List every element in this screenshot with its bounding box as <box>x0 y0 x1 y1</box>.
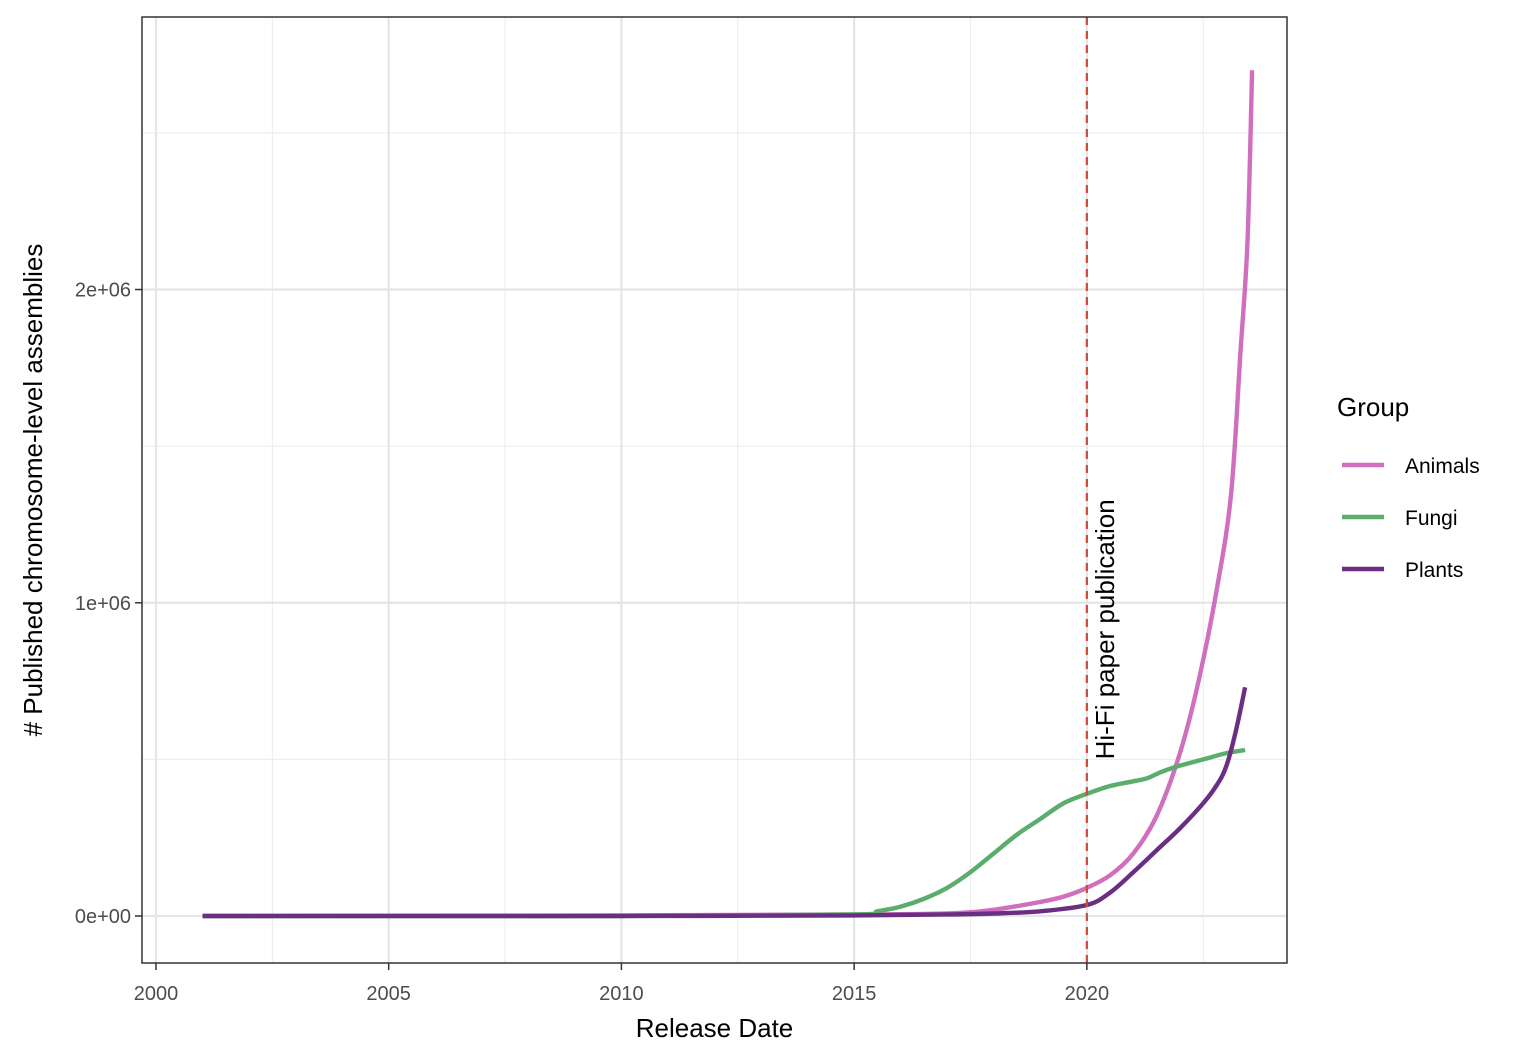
y-axis-title: # Published chromosome-level assemblies <box>18 244 48 737</box>
legend-label-animals: Animals <box>1405 455 1480 478</box>
x-axis-title: Release Date <box>636 1013 794 1043</box>
x-tick-label: 2005 <box>366 983 411 1005</box>
legend-label-plants: Plants <box>1405 559 1463 582</box>
legend: Group Animals Fungi Plants <box>1337 392 1480 582</box>
grid-minor <box>142 17 1287 963</box>
legend-label-fungi: Fungi <box>1405 507 1458 530</box>
grid-major <box>142 17 1287 963</box>
series-line-plants <box>202 686 1248 919</box>
y-axis: 0e+00 1e+06 2e+06 <box>75 280 142 928</box>
series-line-fungi <box>202 747 1246 919</box>
legend-items: Animals Fungi Plants <box>1342 455 1480 582</box>
panel-border <box>141 16 1288 964</box>
series-layer <box>202 70 1255 919</box>
x-tick-label: 2015 <box>832 983 877 1005</box>
y-tick-label: 0e+00 <box>75 906 131 928</box>
x-tick-label: 2000 <box>134 983 179 1005</box>
legend-title: Group <box>1337 392 1409 422</box>
hifi-annotation-text: Hi-Fi paper publication <box>1090 499 1120 759</box>
annotation-layer: Hi-Fi paper publication <box>1085 17 1120 963</box>
x-tick-label: 2020 <box>1065 983 1110 1005</box>
y-tick-label: 2e+06 <box>75 280 131 302</box>
x-axis: 2000 2005 2010 2015 2020 <box>134 963 1109 1005</box>
x-tick-label: 2010 <box>599 983 644 1005</box>
y-tick-label: 1e+06 <box>75 593 131 615</box>
